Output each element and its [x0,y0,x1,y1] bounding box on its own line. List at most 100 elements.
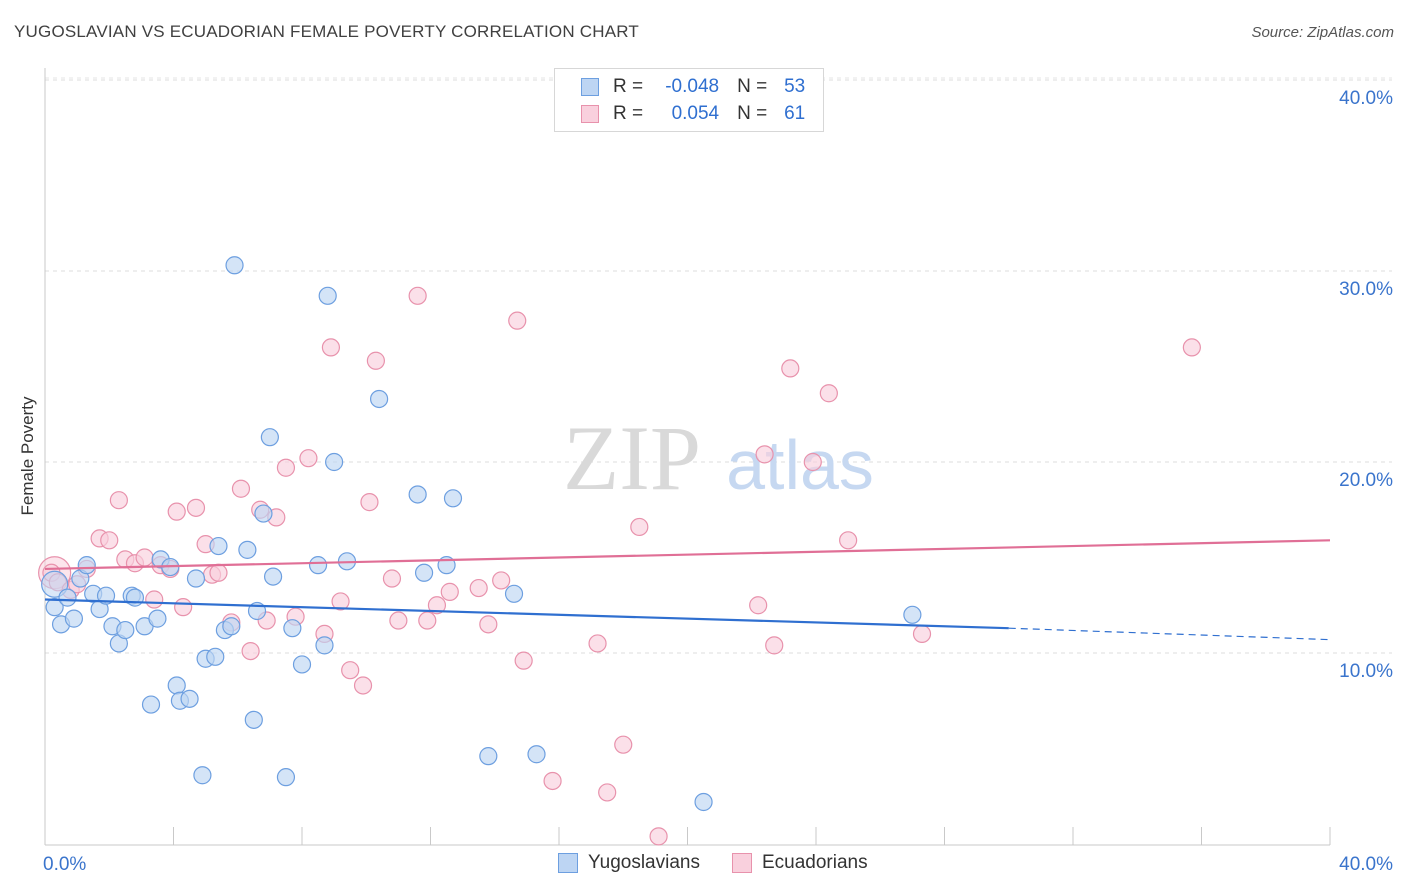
legend-n-value: 61 [784,103,806,124]
ecuadorian-point [543,771,562,791]
ecuadorian-point [427,596,447,615]
trend-line-yugoslavians-extension [1008,627,1331,641]
ecuadorian-point [598,783,617,802]
yugoslavian-point [443,489,463,508]
ecuadorian-point [781,359,800,378]
ecuadorian-point [803,452,822,472]
ecuadorian-point [912,624,932,644]
legend-r-value: -0.048 [665,76,720,97]
legend-r-label: R = [613,76,644,97]
yugoslavian-point [206,647,225,666]
yugoslavian-point [370,389,389,409]
ecuadorian-point [755,445,774,464]
y-tick-label: 30.0% [1339,279,1393,300]
ecuadorian-point [186,498,206,517]
yugoslavian-point [209,536,228,556]
legend-n-label: N = [737,76,768,97]
yugoslavian-point [148,609,167,628]
yugoslavian-point [276,768,296,787]
legend-row-yugoslavians: R = -0.048 N = 53 [581,74,805,100]
yugoslavian-point [254,504,273,523]
yugoslavian-point [96,586,116,605]
legend-n-value: 53 [784,76,806,97]
ecuadorian-point [366,351,385,370]
yugoslavian-point [292,655,312,674]
ecuadorian-point [630,517,649,537]
ecuadorian-point [614,735,633,754]
yugoslavian-point [193,766,212,785]
yugoslavian-point [414,563,434,582]
ecuadorian-point [649,827,668,846]
y-tick-label: 20.0% [1339,470,1393,491]
yugoslavian-point [125,588,145,607]
ecuadorian-point [479,615,498,634]
legend-r-label: R = [613,103,644,124]
y-tick-label: 40.0% [1339,88,1393,109]
ecuadorian-point [167,502,186,521]
legend-label-ecuadorians: Ecuadorians [761,852,868,873]
chart-title: YUGOSLAVIAN VS ECUADORIAN FEMALE POVERTY… [14,22,639,41]
x-tick-label: 0.0% [43,854,86,875]
yugoslavian-point [186,569,206,588]
ecuadorian-point [765,636,784,655]
ecuadorian-point [492,571,511,590]
yugoslavian-point [222,617,241,636]
ecuadorian-point [341,661,360,680]
yugoslavian-point [325,452,344,472]
legend-swatch-yugoslavians [558,853,578,873]
yugoslavian-point-large [41,570,69,598]
legend-r-value: 0.054 [671,103,720,124]
yugoslavian-point [479,747,498,766]
ecuadorian-point [321,338,341,357]
ecuadorian-point [276,458,296,477]
yugoslavian-point [58,588,77,607]
ecuadorian-point [145,590,164,609]
ecuadorian-point [382,569,402,588]
ecuadorian-point [1182,338,1201,357]
legend-n-label: N = [737,103,768,124]
yugoslavian-point [238,540,257,559]
ecuadorian-point [508,311,527,330]
y-tick-label: 10.0% [1339,661,1393,682]
ecuadorian-point [209,563,228,582]
trend-line-yugoslavians [44,598,1009,630]
yugoslavian-point [260,428,279,447]
ecuadorian-point [100,531,119,550]
legend-item-ecuadorians: Ecuadorians [731,852,868,874]
ecuadorian-point [418,611,437,630]
yugoslavian-point [527,745,546,764]
ecuadorian-point [299,449,318,468]
legend-swatch-yugoslavians [581,78,599,96]
ecuadorian-point [389,611,408,630]
ecuadorian-point [353,676,373,695]
yugoslavian-point [225,256,244,275]
yugoslavian-point [504,584,524,603]
ecuadorian-point [514,651,533,670]
yugoslavian-point [903,605,922,624]
legend-row-ecuadorians: R = 0.054 N = 61 [581,101,805,127]
ecuadorian-point [174,598,193,617]
legend-label-yugoslavians: Yugoslavians [588,852,700,873]
legend-swatch-ecuadorians [731,853,752,873]
ecuadorian-point [440,582,459,601]
ecuadorian-point [241,641,260,661]
yugoslavian-point [45,598,64,617]
yugoslavian-point [308,556,328,575]
ecuadorian-point [331,592,350,611]
yugoslavian-points [41,256,922,812]
legend-item-yugoslavians: Yugoslavians [558,852,700,874]
series-legend: Yugoslavians Ecuadorians [558,852,900,874]
yugoslavian-point [408,485,427,504]
yugoslavian-point [244,710,263,729]
yugoslavian-point [315,636,334,655]
yugoslavian-point [141,695,161,714]
ecuadorian-point [588,634,607,653]
source-note: Source: ZipAtlas.com [1251,24,1394,41]
ecuadorian-point [135,548,154,567]
legend-swatch-ecuadorians [581,105,599,123]
ecuadorian-point [360,493,379,512]
watermark: ZIP atlas [563,407,874,509]
x-tick-label: 40.0% [1339,854,1393,875]
ecuadorian-point [819,384,838,403]
watermark-atlas: atlas [726,426,874,504]
